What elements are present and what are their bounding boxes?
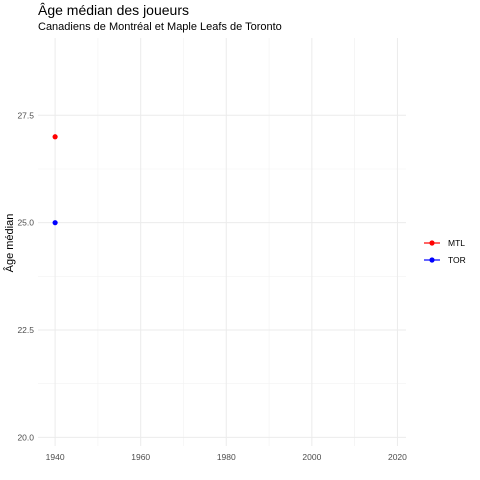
data-series xyxy=(52,134,58,226)
legend-key-point xyxy=(429,240,435,246)
y-axis-title: Âge médian xyxy=(3,214,16,273)
legend-item-mtl: MTL xyxy=(424,238,465,248)
legend: MTL TOR xyxy=(424,238,466,265)
y-tick-label: 25.0 xyxy=(17,218,34,228)
x-tick-label: 1980 xyxy=(217,452,236,462)
data-point xyxy=(52,134,58,140)
legend-key-point xyxy=(429,257,435,263)
x-axis-ticks: 1940 1960 1980 2000 2020 xyxy=(46,452,408,462)
series-tor xyxy=(52,220,58,226)
series-mtl xyxy=(52,134,58,140)
y-tick-label: 22.5 xyxy=(17,325,34,335)
legend-label: MTL xyxy=(448,238,465,248)
y-tick-label: 27.5 xyxy=(17,110,34,120)
x-tick-label: 1940 xyxy=(46,452,65,462)
y-axis-ticks: 20.0 22.5 25.0 27.5 xyxy=(17,110,34,442)
x-tick-label: 2020 xyxy=(388,452,407,462)
chart-subtitle: Canadiens de Montréal et Maple Leafs de … xyxy=(38,21,282,33)
x-tick-label: 2000 xyxy=(302,452,321,462)
data-point xyxy=(52,220,58,226)
x-tick-label: 1960 xyxy=(131,452,150,462)
legend-item-tor: TOR xyxy=(424,255,466,265)
y-tick-label: 20.0 xyxy=(17,432,34,442)
chart-title: Âge médian des joueurs xyxy=(38,2,189,18)
grid-lines xyxy=(38,38,406,446)
legend-label: TOR xyxy=(448,255,466,265)
